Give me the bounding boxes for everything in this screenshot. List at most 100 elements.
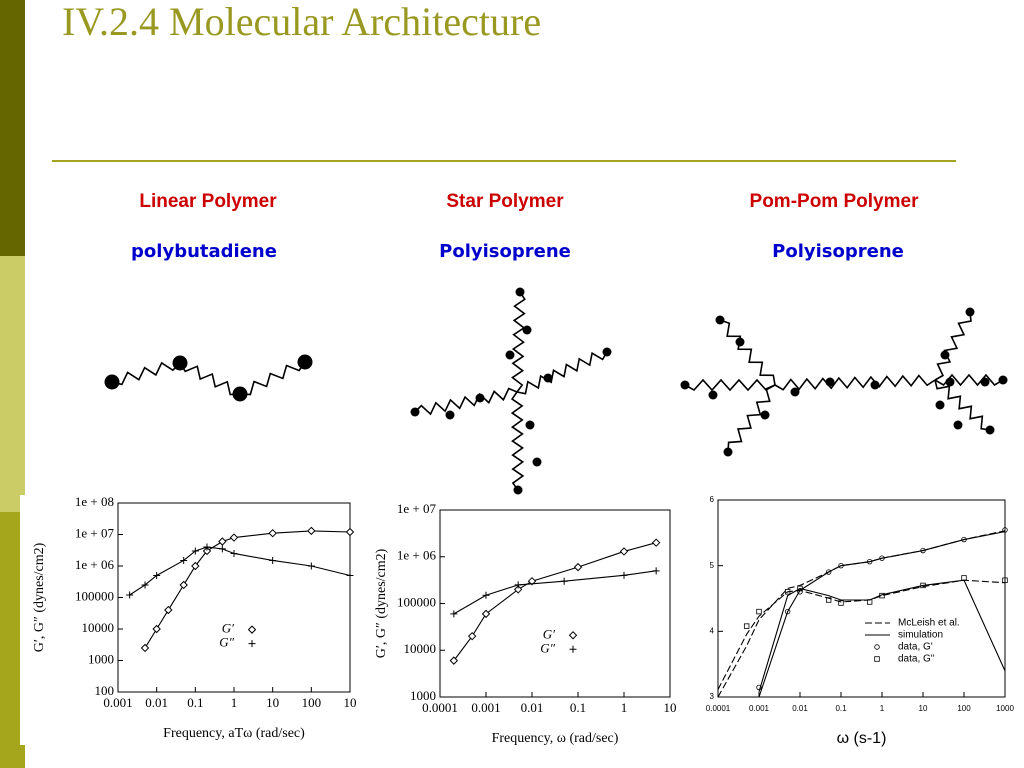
x-axis-label: Frequency, ω (rad/sec) bbox=[492, 731, 619, 746]
x-tick-label: 0.1 bbox=[187, 695, 203, 710]
marker bbox=[203, 543, 211, 551]
x-tick-label: 0.001 bbox=[749, 704, 770, 713]
x-tick-label: 10 bbox=[266, 695, 279, 710]
marker bbox=[481, 609, 491, 619]
legend-label: data, G'' bbox=[898, 654, 935, 665]
x-tick-label: 1 bbox=[880, 704, 885, 713]
marker bbox=[269, 556, 277, 564]
marker bbox=[920, 547, 926, 554]
bead bbox=[532, 457, 542, 467]
x-tick-label: 10 bbox=[664, 700, 677, 715]
chain bbox=[239, 361, 306, 396]
x-tick-label: 10 bbox=[919, 704, 928, 713]
bead bbox=[980, 377, 990, 387]
legend-marker bbox=[874, 644, 880, 650]
bead bbox=[985, 425, 995, 435]
marker bbox=[126, 591, 134, 599]
material: Polyisoprene bbox=[772, 241, 904, 262]
bead bbox=[543, 373, 553, 383]
chain bbox=[719, 319, 776, 386]
bead bbox=[945, 377, 955, 387]
marker bbox=[743, 623, 750, 629]
x-tick-label: 1 bbox=[231, 695, 238, 710]
series-line bbox=[717, 579, 1006, 690]
x-tick-label: 1000 bbox=[996, 704, 1014, 713]
bead bbox=[475, 393, 485, 403]
marker bbox=[866, 558, 873, 565]
marker bbox=[1002, 577, 1008, 583]
y-tick-label: 6 bbox=[710, 495, 715, 504]
material: Polyisoprene bbox=[439, 241, 571, 262]
bead bbox=[104, 374, 120, 390]
marker bbox=[152, 624, 161, 634]
marker bbox=[179, 580, 188, 590]
chain bbox=[111, 361, 181, 386]
marker bbox=[961, 536, 967, 543]
legend-label: G″ bbox=[540, 640, 555, 655]
marker bbox=[838, 600, 844, 606]
y-tick-label: 5 bbox=[710, 561, 715, 570]
marker bbox=[218, 545, 226, 553]
marker bbox=[513, 585, 523, 594]
marker bbox=[230, 549, 238, 557]
y-tick-label: 100000 bbox=[75, 588, 114, 603]
marker bbox=[467, 631, 477, 641]
y-axis-label: G′, G″ (dynes/cm2) bbox=[374, 548, 389, 658]
series-line bbox=[453, 570, 657, 615]
legend-label: G″ bbox=[219, 635, 234, 650]
y-tick-label: 100000 bbox=[397, 594, 436, 609]
marker bbox=[268, 528, 277, 538]
marker bbox=[527, 576, 537, 586]
marker bbox=[1002, 527, 1008, 533]
x-tick-label: 0.001 bbox=[471, 700, 500, 715]
bead bbox=[965, 307, 975, 317]
chain bbox=[934, 379, 991, 431]
y-tick-label: 1000 bbox=[88, 651, 114, 666]
material: polybutadiene bbox=[131, 241, 277, 262]
x-axis-label: Frequency, aTω (rad/sec) bbox=[163, 726, 305, 741]
series-line bbox=[758, 579, 1006, 692]
marker bbox=[482, 591, 490, 599]
marker bbox=[920, 582, 926, 589]
marker bbox=[756, 608, 762, 615]
marker bbox=[450, 610, 458, 618]
x-tick-label: 100 bbox=[957, 704, 971, 713]
series-line bbox=[758, 531, 1006, 698]
marker bbox=[218, 537, 227, 546]
marker bbox=[345, 527, 355, 537]
marker bbox=[346, 571, 354, 579]
marker bbox=[620, 571, 628, 579]
marker bbox=[784, 608, 791, 615]
x-tick-label: 0.01 bbox=[521, 700, 544, 715]
marker bbox=[141, 581, 149, 589]
bead bbox=[525, 420, 535, 430]
bead bbox=[602, 347, 612, 357]
marker bbox=[866, 599, 873, 605]
y-tick-label: 100 bbox=[95, 683, 115, 698]
bead bbox=[522, 325, 532, 335]
chain bbox=[179, 362, 241, 396]
marker bbox=[307, 562, 315, 570]
series-line bbox=[453, 542, 657, 661]
marker bbox=[797, 585, 803, 592]
marker bbox=[153, 571, 161, 579]
marker bbox=[797, 589, 803, 595]
marker bbox=[573, 562, 583, 572]
bead bbox=[232, 386, 248, 402]
chain bbox=[727, 384, 776, 453]
legend-marker bbox=[248, 640, 256, 648]
column-heading: Linear Polymer bbox=[139, 191, 277, 212]
marker bbox=[140, 643, 150, 653]
bead bbox=[790, 387, 800, 397]
column-heading: Star Polymer bbox=[446, 191, 564, 212]
legend-marker bbox=[874, 656, 880, 662]
legend-label: simulation bbox=[898, 630, 943, 641]
chain bbox=[934, 373, 1004, 387]
marker bbox=[164, 605, 173, 615]
marker bbox=[560, 577, 568, 585]
bead bbox=[870, 380, 880, 390]
marker bbox=[514, 581, 522, 589]
bead bbox=[940, 350, 950, 360]
x-axis-label: ω (s-1) bbox=[837, 730, 887, 747]
x-tick-label: 0.0001 bbox=[706, 704, 731, 713]
